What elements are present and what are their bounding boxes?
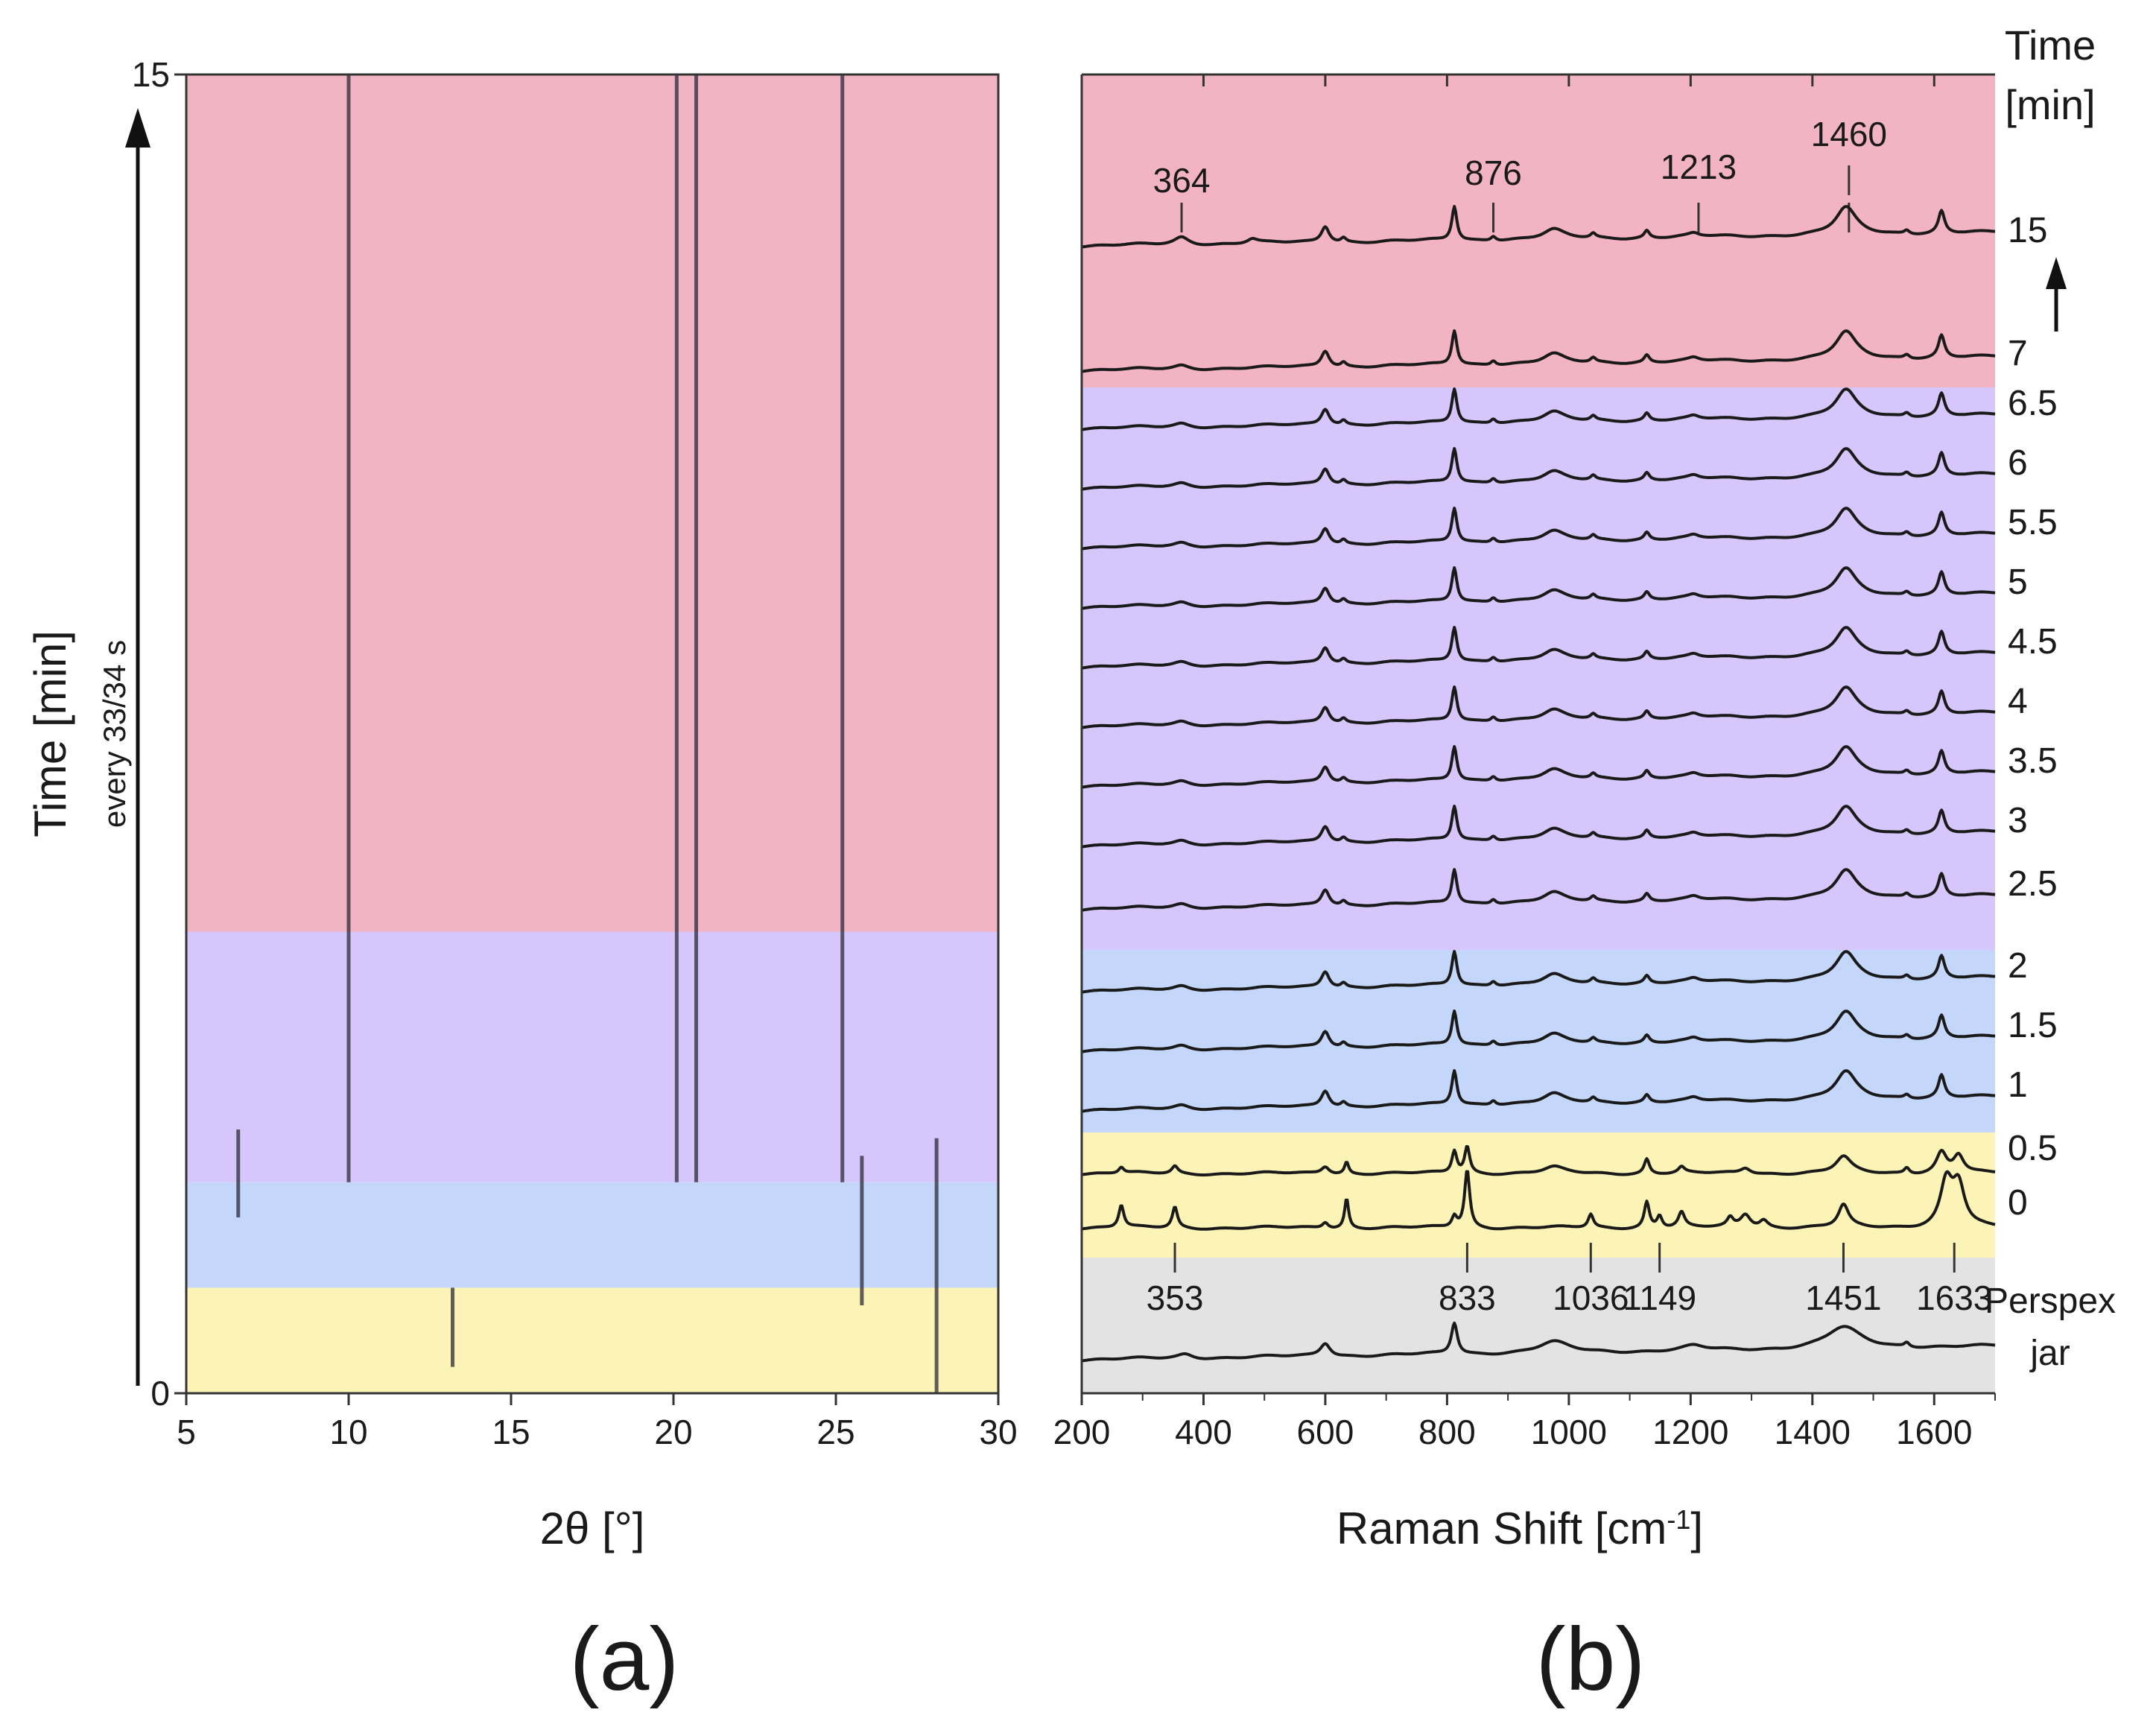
time-header-line2: [min] (2005, 81, 2095, 128)
spectra-time-arrow-head-icon (2046, 257, 2067, 289)
spectra-band-phase-1 (1082, 1132, 1995, 1258)
heatmap-x-ticks: 5 10 15 20 25 30 (177, 1393, 1018, 1451)
peak-label-1460: 1460 (1811, 115, 1887, 153)
time-label-6: 6 (2008, 443, 2028, 483)
heatmap-x-tick-label: 10 (329, 1413, 367, 1451)
spectra-time-labels: 15 7 6.5 6 5.5 5 4.5 4 3.5 3 2.5 2 1.5 1 0.5 0 Perspex ja… (1985, 211, 2116, 1373)
spectrum-1-5 (1081, 1010, 1996, 1053)
time-label-1: 1 (2008, 1065, 2028, 1105)
heatmap-y-tick-label: 15 (132, 55, 170, 94)
heatmap-reflection-lines (236, 75, 939, 1393)
time-label-7: 7 (2008, 334, 2028, 373)
time-label-2: 2 (2008, 946, 2028, 986)
time-label-3: 3 (2008, 801, 2028, 840)
heatmap-y-ticks: 0 15 (132, 55, 186, 1413)
spectrum-4 (1081, 685, 1996, 729)
time-label-4: 4 (2008, 682, 2028, 721)
heatmap-band-phase-4 (186, 75, 998, 932)
spectra-x-tick-label: 800 (1418, 1413, 1476, 1451)
spectrum-6-5 (1081, 387, 1996, 431)
spectrum-perspex-jar (1081, 1321, 1996, 1363)
panel-a-label: (a) (570, 1609, 679, 1709)
time-label-perspex-jar-line2: jar (2029, 1334, 2070, 1373)
heatmap-x-tick-label: 15 (492, 1413, 530, 1451)
time-label-1-5: 1.5 (2008, 1006, 2058, 1045)
spectrum-5 (1081, 566, 1996, 610)
panel-a-xrd-heatmap: 5 10 15 20 25 30 0 15 Time [min] every 33/34 s… (25, 55, 1018, 1709)
spectra-x-axis-title: Raman Shift [cm-1] (1337, 1504, 1703, 1553)
spectrum-1 (1081, 1069, 1996, 1113)
heatmap-y-axis-title: Time [min] (25, 630, 75, 837)
peak-label-833: 833 (1439, 1279, 1496, 1317)
heatmap-x-axis-title: 2θ [°] (540, 1504, 645, 1553)
spectra-x-ticks: 200 400 600 800 1000 1200 1400 1600 (1053, 75, 1996, 1451)
heatmap-band-phase-3 (186, 931, 998, 1182)
heatmap-y-tick-label: 0 (150, 1374, 170, 1413)
time-label-perspex-jar-line1: Perspex (1985, 1281, 2116, 1321)
spectra-x-tick-label: 1200 (1652, 1413, 1728, 1451)
time-label-4-5: 4.5 (2008, 622, 2058, 662)
spectrum-15 (1081, 205, 1996, 249)
time-header-line1: Time (2005, 22, 2096, 69)
time-label-15: 15 (2008, 211, 2047, 250)
heatmap-band-phase-2 (186, 1182, 998, 1288)
spectrum-5-5 (1081, 507, 1996, 551)
spectrum-0 (1081, 1170, 1996, 1231)
peak-label-1451: 1451 (1805, 1279, 1881, 1317)
time-arrow-head-icon (125, 108, 150, 148)
spectra-x-axis-title-end: ] (1690, 1504, 1703, 1553)
spectra-x-tick-label: 1600 (1896, 1413, 1972, 1451)
spectrum-7 (1081, 329, 1996, 373)
time-label-5: 5 (2008, 563, 2028, 602)
peak-label-364: 364 (1153, 161, 1211, 200)
spectra-x-axis-title-main: Raman Shift [cm (1337, 1504, 1667, 1553)
peak-label-353: 353 (1147, 1279, 1204, 1317)
time-label-2-5: 2.5 (2008, 864, 2058, 904)
spectrum-6 (1081, 447, 1996, 491)
panel-b-label: (b) (1536, 1609, 1646, 1709)
spectra-x-tick-label: 1400 (1775, 1413, 1851, 1451)
heatmap-x-tick-label: 20 (654, 1413, 692, 1451)
spectra-x-axis-title-sup: -1 (1667, 1504, 1690, 1535)
spectra-x-tick-label: 400 (1175, 1413, 1232, 1451)
spectrum-0-5 (1081, 1144, 1996, 1176)
spectrum-3-5 (1081, 745, 1996, 789)
time-label-6-5: 6.5 (2008, 384, 2058, 423)
spectrum-4-5 (1081, 626, 1996, 670)
spectra-lines (1081, 205, 1996, 1363)
time-label-3-5: 3.5 (2008, 741, 2058, 781)
peak-label-1213: 1213 (1661, 148, 1737, 186)
heatmap-x-tick-label: 25 (817, 1413, 855, 1451)
heatmap-y-axis-subtitle: every 33/34 s (97, 640, 132, 828)
time-label-5-5: 5.5 (2008, 503, 2058, 542)
spectra-x-tick-label: 1000 (1531, 1413, 1607, 1451)
spectrum-3 (1081, 805, 1996, 849)
peak-label-876: 876 (1465, 153, 1522, 192)
spectra-phase-bands (1082, 75, 1995, 1393)
heatmap-x-tick-label: 30 (979, 1413, 1017, 1451)
spectra-band-phase-4 (1082, 75, 1995, 387)
spectra-x-tick-label: 600 (1297, 1413, 1354, 1451)
spectrum-2-5 (1081, 868, 1996, 912)
spectrum-2 (1081, 950, 1996, 994)
time-label-0-5: 0.5 (2008, 1129, 2058, 1168)
peak-label-1036: 1036 (1553, 1279, 1629, 1317)
peak-label-1149: 1149 (1623, 1279, 1696, 1317)
spectra-band-phase-3 (1082, 387, 1995, 950)
heatmap-x-tick-label: 5 (177, 1413, 196, 1451)
heatmap-band-phase-1 (186, 1287, 998, 1393)
heatmap-phase-bands (186, 75, 998, 1393)
peak-label-1633: 1633 (1916, 1279, 1992, 1317)
heatmap-frame (185, 73, 1000, 1395)
spectra-x-tick-label: 200 (1053, 1413, 1111, 1451)
time-label-0: 0 (2008, 1183, 2028, 1223)
